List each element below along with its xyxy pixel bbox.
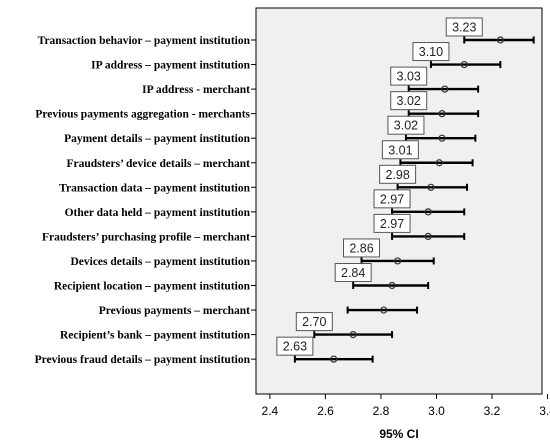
category-label: Previous payments aggregation - merchant… xyxy=(35,109,250,121)
mean-marker xyxy=(438,110,446,118)
mean-marker xyxy=(460,60,468,69)
x-tick-label: 3.4 xyxy=(539,404,550,418)
error-bar-group: 3.23 xyxy=(445,17,535,44)
value-label: 2.97 xyxy=(380,192,404,206)
value-label: 2.98 xyxy=(385,168,409,182)
category-label: Other data held – payment institution xyxy=(65,207,251,219)
value-label: 2.97 xyxy=(380,217,404,231)
value-label-box xyxy=(381,140,419,160)
mean-marker xyxy=(427,183,435,191)
mean-marker xyxy=(496,36,504,44)
category-label: IP address – payment institution xyxy=(91,60,251,72)
x-tick-label: 2.4 xyxy=(262,404,279,418)
error-bar-group: 2.63 xyxy=(276,336,374,363)
mean-marker xyxy=(438,134,446,142)
error-bar-group: 3.01 xyxy=(381,140,474,167)
error-bar-group: 2.97 xyxy=(373,189,466,216)
error-bar-group: 3.10 xyxy=(412,42,502,69)
mean-marker xyxy=(388,281,396,290)
value-label: 2.86 xyxy=(349,241,373,255)
mean-marker xyxy=(441,85,449,93)
error-bar-group: 2.70 xyxy=(295,312,394,339)
x-tick-label: 3.2 xyxy=(484,404,501,418)
x-axis-title: 95% CI xyxy=(379,427,418,441)
category-label: Payment details – payment institution xyxy=(64,133,251,145)
value-label: 3.01 xyxy=(388,143,412,157)
category-label: Devices details – payment institution xyxy=(70,256,250,268)
error-bar-group xyxy=(346,306,419,314)
value-label: 2.70 xyxy=(302,315,326,329)
error-bar-group: 3.03 xyxy=(390,66,480,93)
category-label: Transaction behavior – payment instituti… xyxy=(38,35,251,47)
mean-marker xyxy=(424,208,432,216)
mean-marker xyxy=(424,232,432,240)
value-label-box xyxy=(390,66,428,86)
category-label: Recipient location – payment institution xyxy=(54,281,251,293)
value-label-box xyxy=(387,115,425,135)
error-bar-group: 3.02 xyxy=(387,115,477,142)
value-label: 3.02 xyxy=(394,119,418,133)
x-tick-label: 3.0 xyxy=(428,404,445,418)
value-label-box xyxy=(276,336,314,356)
mean-marker xyxy=(380,306,388,314)
category-label: IP address - merchant xyxy=(142,84,250,96)
value-label: 2.63 xyxy=(283,340,307,354)
category-label: Fraudsters’ device details – merchant xyxy=(66,158,250,170)
value-label: 3.02 xyxy=(397,94,421,108)
x-tick-label: 2.8 xyxy=(373,404,390,418)
category-label: Recipient’s bank – payment institution xyxy=(60,330,251,342)
mean-marker xyxy=(435,159,443,167)
value-label-box xyxy=(445,17,483,37)
error-bar-group: 2.97 xyxy=(373,213,466,240)
error-bar-group: 2.84 xyxy=(334,263,430,290)
category-label: Previous payments – merchant xyxy=(99,305,250,317)
value-label-box xyxy=(343,238,381,258)
value-label: 2.84 xyxy=(341,266,365,280)
error-bar-group: 3.02 xyxy=(390,91,480,118)
error-bar-group: 2.98 xyxy=(379,164,469,191)
value-label-box xyxy=(390,91,428,111)
mean-marker xyxy=(394,257,402,265)
x-tick-label: 2.6 xyxy=(317,404,334,418)
value-label-box xyxy=(373,213,411,233)
category-label: Fraudsters’ purchasing profile – merchan… xyxy=(42,231,250,243)
value-label: 3.03 xyxy=(397,70,421,84)
category-label: Transaction data – payment institution xyxy=(59,182,250,194)
value-label-box xyxy=(412,42,450,62)
value-label-box xyxy=(373,189,411,209)
mean-marker xyxy=(330,355,338,363)
value-label-box xyxy=(379,164,417,184)
value-label-box xyxy=(295,312,333,332)
value-label-box xyxy=(334,263,372,282)
value-label: 3.23 xyxy=(452,21,476,35)
error-bar-group: 2.86 xyxy=(343,238,435,265)
mean-marker xyxy=(349,331,357,339)
category-label: Previous fraud details – payment institu… xyxy=(35,354,251,366)
value-label: 3.10 xyxy=(419,45,443,59)
